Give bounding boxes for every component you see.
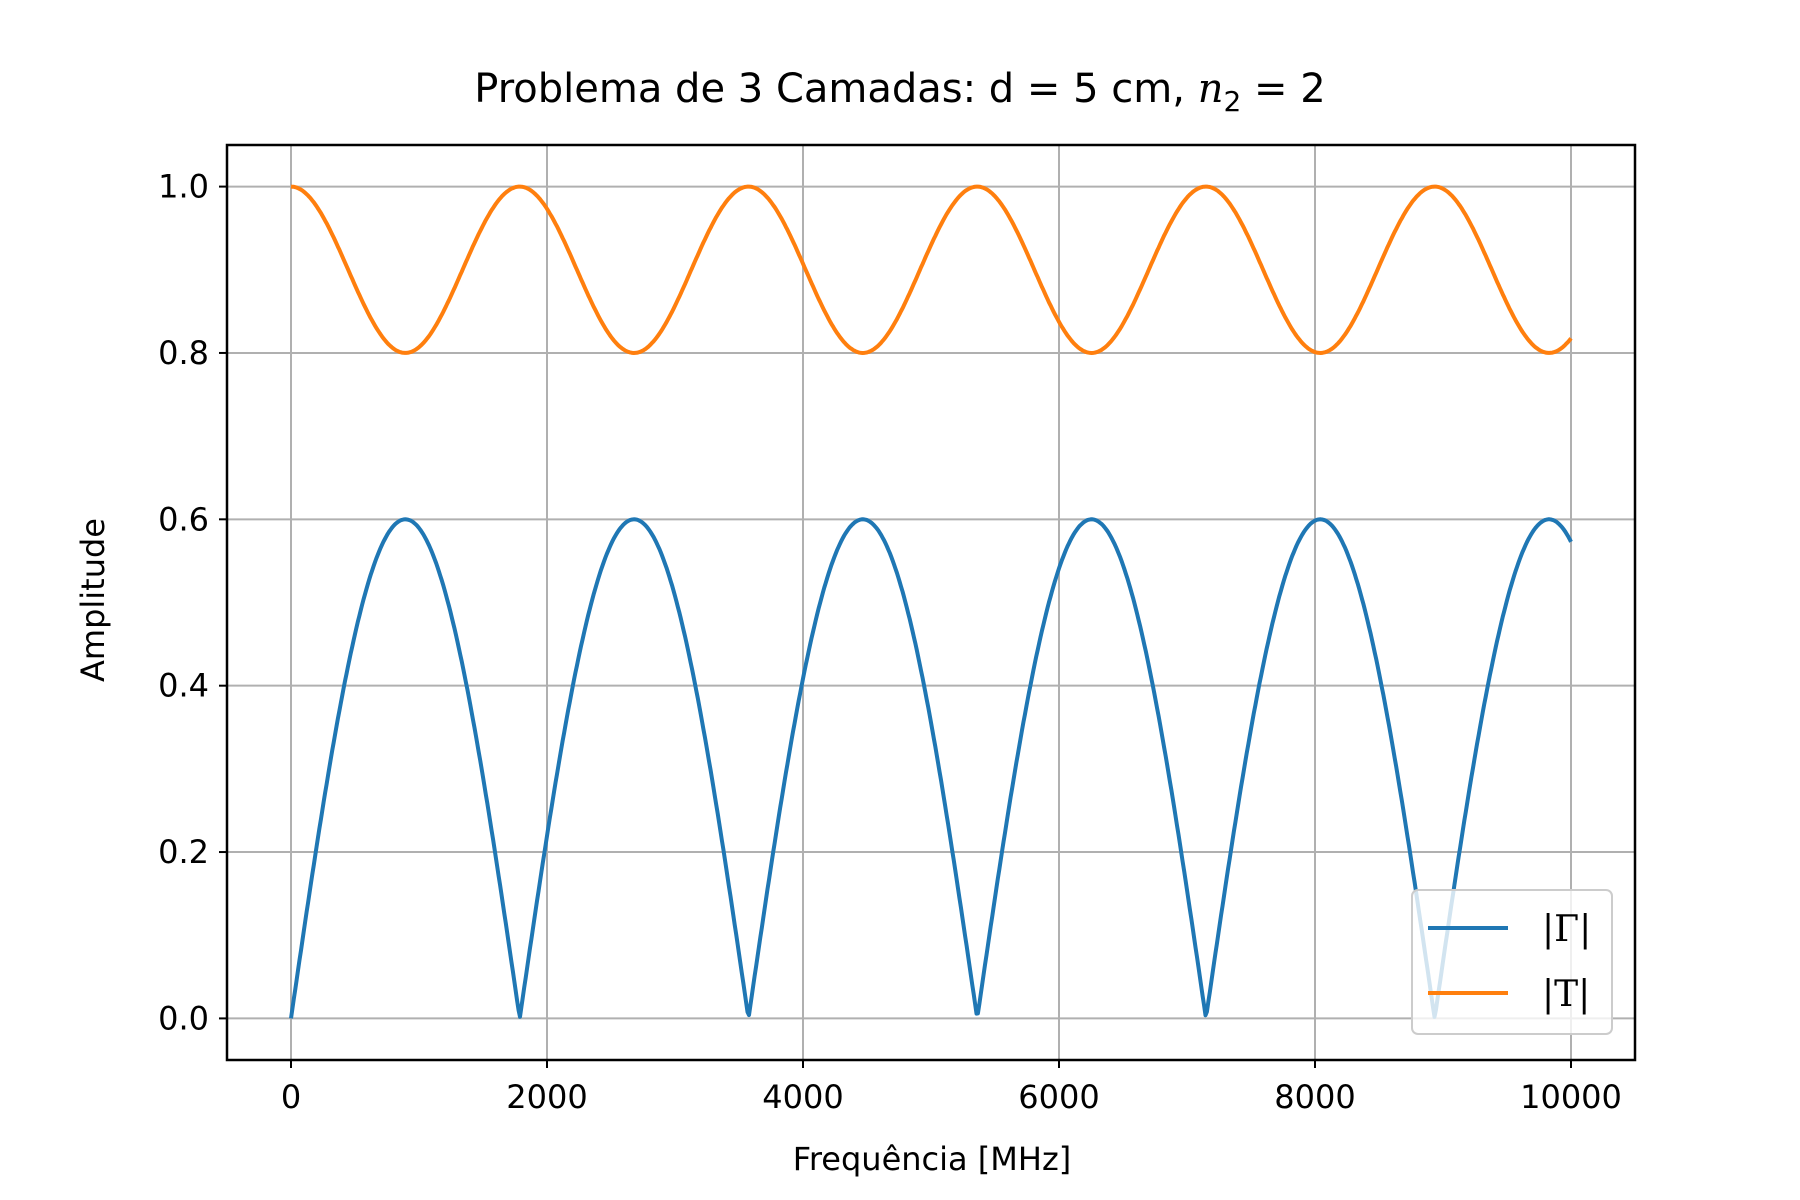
title-math-var: n (1198, 66, 1224, 112)
series-line-gamma (289, 517, 1573, 1019)
legend-label-gamma: |Γ| (1542, 909, 1591, 950)
title-main: Problema de 3 Camadas: d = 5 cm, (474, 66, 1197, 112)
y-tick-label: 1.0 (158, 168, 209, 206)
chart-title: Problema de 3 Camadas: d = 5 cm, n2 = 2 (474, 66, 1325, 118)
ticks (219, 185, 1572, 1068)
y-axis-label: Amplitude (74, 518, 112, 682)
legend: |Γ| |T| (1411, 889, 1613, 1035)
x-axis-label: Frequência [MHz] (793, 1140, 1071, 1178)
y-tick-label: 0.0 (158, 999, 209, 1037)
y-tick-label: 0.2 (158, 833, 209, 871)
legend-label-t: |T| (1542, 974, 1590, 1015)
x-tick-label: 6000 (1018, 1078, 1099, 1116)
x-tick-label: 2000 (506, 1078, 587, 1116)
y-tick-label: 0.8 (158, 334, 209, 372)
x-tick-label: 10000 (1520, 1078, 1622, 1116)
x-tick-label: 4000 (762, 1078, 843, 1116)
title-math-rest: = 2 (1241, 66, 1325, 112)
tick-labels: 0 2000 4000 6000 8000 10000 0.0 0.2 0.4 0.6 0.8 1.0 (158, 168, 1622, 1116)
series-line-t (290, 184, 1573, 355)
title-math-sub: 2 (1223, 85, 1241, 118)
plot-frame (225, 143, 1637, 1062)
grid (227, 145, 1635, 1060)
series-lines (289, 184, 1573, 1019)
x-tick-label: 0 (281, 1078, 301, 1116)
y-tick-label: 0.6 (158, 500, 209, 538)
x-tick-label: 8000 (1274, 1078, 1355, 1116)
y-tick-label: 0.4 (158, 667, 209, 705)
